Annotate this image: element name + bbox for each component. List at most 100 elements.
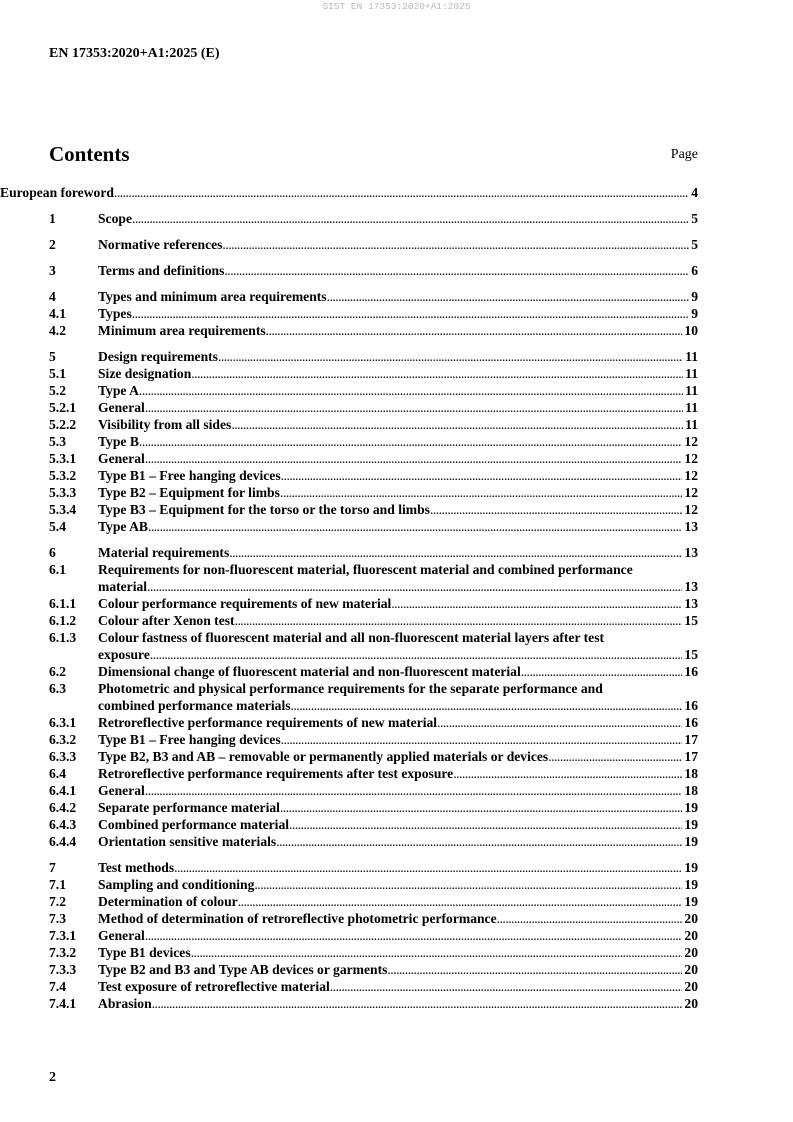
toc-entry[interactable]: 7.1 Sampling and conditioning 19 <box>49 876 698 893</box>
section-title: Normative references <box>98 237 223 252</box>
section-number: 5.3 <box>49 434 66 449</box>
section-title: Type B2 and B3 and Type AB devices or ga… <box>98 962 388 977</box>
toc-entry[interactable]: 7 Test methods 19 <box>49 859 698 876</box>
section-title: Method of determination of retroreflecti… <box>98 911 497 926</box>
toc-entry[interactable]: 6.1.2 Colour after Xenon test 15 <box>49 612 698 629</box>
section-number: 6.3.2 <box>49 732 77 747</box>
toc-entry[interactable]: 6.3.1 Retroreflective performance require… <box>49 714 698 731</box>
toc-entry[interactable]: 7.3 Method of determination of retrorefle… <box>49 910 698 927</box>
section-number: 6.4.4 <box>49 834 77 849</box>
section-title: Types <box>98 306 132 321</box>
toc-entry[interactable]: European foreword 4 <box>0 184 698 201</box>
section-number: 6.4 <box>49 766 66 781</box>
toc-entry[interactable]: 5.2.2 Visibility from all sides 11 <box>49 416 698 433</box>
section-title: Test exposure of retroreflective materia… <box>98 979 330 994</box>
section-page: 13 <box>682 578 698 595</box>
section-page: 12 <box>682 484 698 501</box>
section-number: 7.3.1 <box>49 928 77 943</box>
section-title: Visibility from all sides <box>98 417 232 432</box>
watermark: SIST EN 17353:2020+A1:2025 <box>322 1 471 12</box>
toc-entry[interactable]: 6.1 Requirements for non-fluorescent mate… <box>49 561 698 595</box>
section-title: European foreword <box>0 185 114 200</box>
section-title: Type B1 – Free hanging devices <box>98 732 281 747</box>
section-page: 20 <box>682 910 698 927</box>
section-page: 6 <box>689 262 698 279</box>
toc-entry[interactable]: 5.4 Type AB 13 <box>49 518 698 535</box>
section-title: Design requirements <box>98 349 218 364</box>
toc-entry[interactable]: 4 Types and minimum area requirements 9 <box>49 288 698 305</box>
toc-entry[interactable]: 5.3 Type B 12 <box>49 433 698 450</box>
section-title: Dimensional change of fluorescent materi… <box>98 664 521 679</box>
section-number: 6.1.1 <box>49 596 77 611</box>
section-number: 6.4.2 <box>49 800 77 815</box>
toc-entry[interactable]: 7.2 Determination of colour 19 <box>49 893 698 910</box>
toc-entry[interactable]: 5.2 Type A 11 <box>49 382 698 399</box>
section-title: Type B3 – Equipment for the torso or the… <box>98 502 430 517</box>
toc-entry[interactable]: 6.3 Photometric and physical performance … <box>49 680 698 714</box>
section-number: 6 <box>49 545 56 560</box>
toc-entry[interactable]: 6.4.4 Orientation sensitive materials 19 <box>49 833 698 850</box>
section-title: Sampling and conditioning <box>98 877 255 892</box>
section-page: 5 <box>689 236 698 253</box>
toc-entry[interactable]: 5.3.4 Type B3 – Equipment for the torso o… <box>49 501 698 518</box>
section-page: 20 <box>682 961 698 978</box>
toc-entry[interactable]: 6.2 Dimensional change of fluorescent mat… <box>49 663 698 680</box>
toc-entry[interactable]: 6.1.1 Colour performance requirements of … <box>49 595 698 612</box>
toc-entry[interactable]: 6.3.2 Type B1 – Free hanging devices 17 <box>49 731 698 748</box>
toc-entry[interactable]: 6.3.3 Type B2, B3 and AB – removable or p… <box>49 748 698 765</box>
toc-entry[interactable]: 7.3.3 Type B2 and B3 and Type AB devices … <box>49 961 698 978</box>
toc-entry[interactable]: 5.1 Size designation 11 <box>49 365 698 382</box>
toc-entry[interactable]: 7.4.1 Abrasion 20 <box>49 995 698 1012</box>
section-page: 11 <box>683 416 698 433</box>
toc-entry[interactable]: 1 Scope 5 <box>49 210 698 227</box>
section-page: 19 <box>682 893 698 910</box>
toc-entry[interactable]: 6.4 Retroreflective performance requireme… <box>49 765 698 782</box>
toc-entry[interactable]: 7.3.2 Type B1 devices 20 <box>49 944 698 961</box>
section-title: Type B1 – Free hanging devices <box>98 468 281 483</box>
toc-entry[interactable]: 2 Normative references 5 <box>49 236 698 253</box>
section-page: 12 <box>682 450 698 467</box>
toc-entry[interactable]: 4.2 Minimum area requirements 10 <box>49 322 698 339</box>
section-page: 15 <box>682 646 698 663</box>
toc-entry[interactable]: 5 Design requirements 11 <box>49 348 698 365</box>
section-number: 7.4.1 <box>49 996 77 1011</box>
section-page: 11 <box>683 365 698 382</box>
section-page: 5 <box>689 210 698 227</box>
section-page: 19 <box>682 876 698 893</box>
toc-entry[interactable]: 6.4.3 Combined performance material 19 <box>49 816 698 833</box>
toc-entry[interactable]: 5.3.3 Type B2 – Equipment for limbs 12 <box>49 484 698 501</box>
section-page: 12 <box>682 467 698 484</box>
section-number: 1 <box>49 211 56 226</box>
section-number: 6.3.1 <box>49 715 77 730</box>
section-page: 20 <box>682 944 698 961</box>
section-title: Requirements for non-fluorescent materia… <box>98 562 633 594</box>
toc-entry[interactable]: 6.4.1 General 18 <box>49 782 698 799</box>
toc-entry[interactable]: 7.3.1 General 20 <box>49 927 698 944</box>
section-title: Minimum area requirements <box>98 323 266 338</box>
toc-entry[interactable]: 6 Material requirements 13 <box>49 544 698 561</box>
page-number: 2 <box>49 1070 56 1085</box>
section-title: Scope <box>98 211 132 226</box>
toc-entry[interactable]: 7.4 Test exposure of retroreflective mate… <box>49 978 698 995</box>
toc-entry[interactable]: 3 Terms and definitions 6 <box>49 262 698 279</box>
section-number: 5.3.3 <box>49 485 77 500</box>
section-number: 5.3.1 <box>49 451 77 466</box>
toc-entry[interactable]: 5.2.1 General 11 <box>49 399 698 416</box>
toc-entry[interactable]: 5.3.1 General 12 <box>49 450 698 467</box>
section-title: Abrasion <box>98 996 152 1011</box>
section-number: 7.3.2 <box>49 945 77 960</box>
section-page: 19 <box>682 799 698 816</box>
toc-entry[interactable]: 4.1 Types 9 <box>49 305 698 322</box>
section-number: 7.4 <box>49 979 66 994</box>
section-number: 5.3.4 <box>49 502 77 517</box>
section-number: 7.1 <box>49 877 66 892</box>
toc-entry[interactable]: 5.3.2 Type B1 – Free hanging devices 12 <box>49 467 698 484</box>
section-number: 6.1.2 <box>49 613 77 628</box>
section-page: 20 <box>682 978 698 995</box>
section-number: 6.4.3 <box>49 817 77 832</box>
toc-entry[interactable]: 6.4.2 Separate performance material 19 <box>49 799 698 816</box>
section-title: General <box>98 928 145 943</box>
section-number: 3 <box>49 263 56 278</box>
section-title: Retroreflective performance requirements… <box>98 766 454 781</box>
toc-entry[interactable]: 6.1.3 Colour fastness of fluorescent mate… <box>49 629 698 663</box>
